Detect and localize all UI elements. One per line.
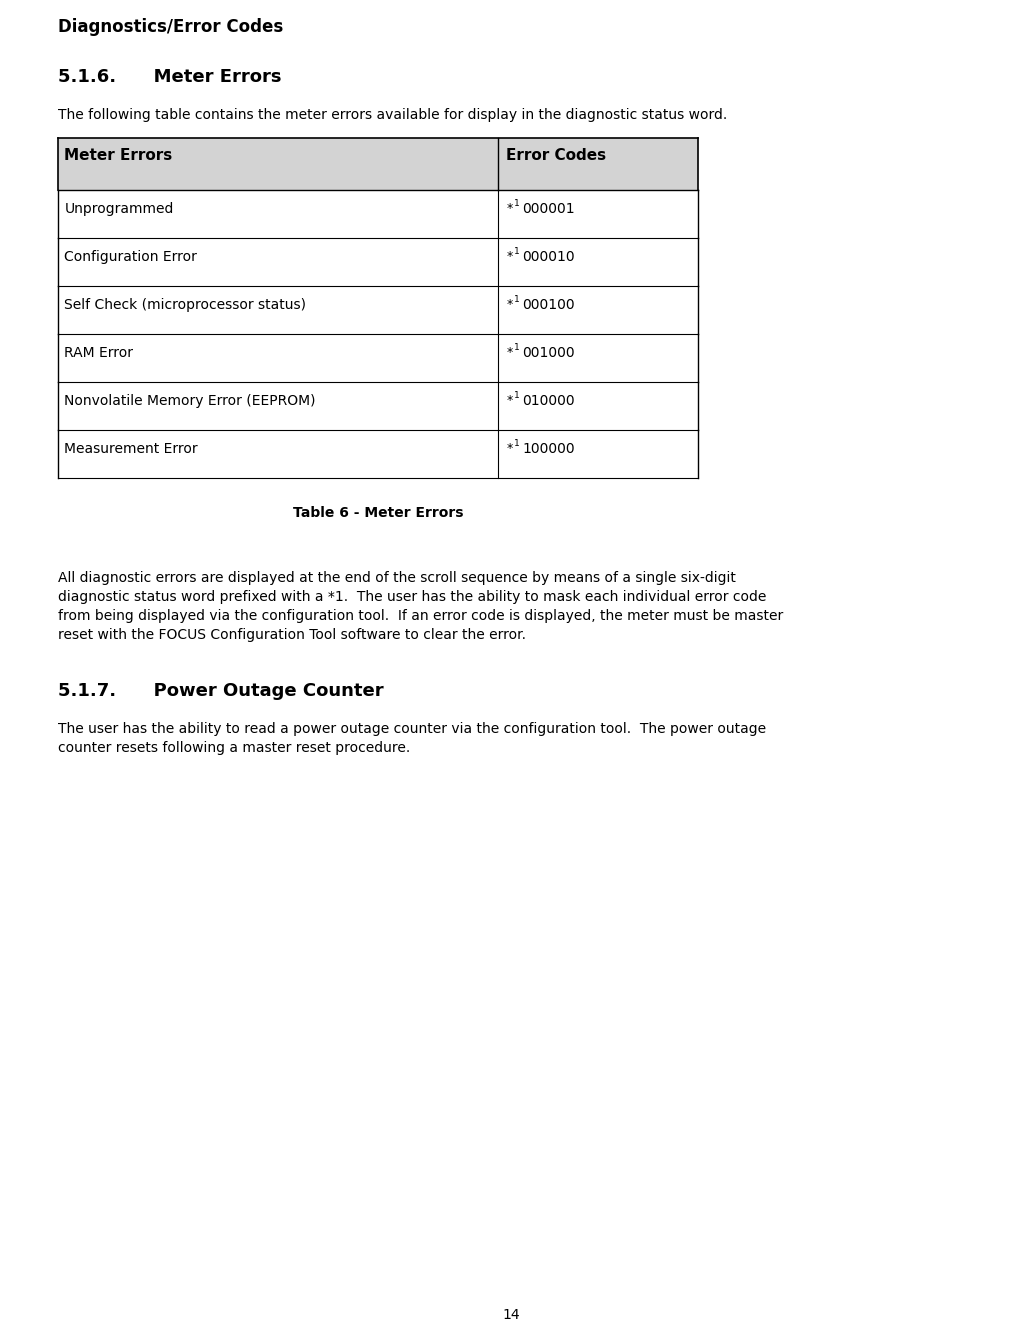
Text: Self Check (microprocessor status): Self Check (microprocessor status) [64,297,306,312]
Text: 14: 14 [502,1308,521,1321]
Text: *: * [506,347,513,359]
Text: Table 6 - Meter Errors: Table 6 - Meter Errors [293,506,463,521]
Text: All diagnostic errors are displayed at the end of the scroll sequence by means o: All diagnostic errors are displayed at t… [58,571,737,586]
Text: *: * [506,297,513,311]
Text: reset with the FOCUS Configuration Tool software to clear the error.: reset with the FOCUS Configuration Tool … [58,628,526,641]
Text: diagnostic status word prefixed with a *1.  The user has the ability to mask eac: diagnostic status word prefixed with a *… [58,590,766,604]
Text: The user has the ability to read a power outage counter via the configuration to: The user has the ability to read a power… [58,722,766,736]
Text: from being displayed via the configuration tool.  If an error code is displayed,: from being displayed via the configurati… [58,610,784,623]
Text: 1: 1 [515,390,520,400]
Text: Configuration Error: Configuration Error [64,250,197,264]
Text: 001000: 001000 [522,347,575,360]
Text: *: * [506,250,513,263]
Text: Measurement Error: Measurement Error [64,442,197,456]
Text: 5.1.7.      Power Outage Counter: 5.1.7. Power Outage Counter [58,683,384,700]
Text: Diagnostics/Error Codes: Diagnostics/Error Codes [58,19,283,36]
Text: Error Codes: Error Codes [506,147,607,163]
Text: RAM Error: RAM Error [64,347,133,360]
Text: counter resets following a master reset procedure.: counter resets following a master reset … [58,741,410,756]
Text: 1: 1 [515,440,520,448]
Text: 010000: 010000 [522,394,575,408]
Text: The following table contains the meter errors available for display in the diagn: The following table contains the meter e… [58,108,727,122]
Text: *: * [506,202,513,215]
Text: 1: 1 [515,295,520,304]
Text: *: * [506,442,513,456]
Text: 100000: 100000 [522,442,575,456]
Text: 1: 1 [515,199,520,208]
Text: 1: 1 [515,343,520,352]
Text: 1: 1 [515,247,520,256]
Text: 000001: 000001 [522,202,575,216]
Text: *: * [506,394,513,406]
Text: 000100: 000100 [522,297,575,312]
Text: Meter Errors: Meter Errors [64,147,173,163]
Text: Nonvolatile Memory Error (EEPROM): Nonvolatile Memory Error (EEPROM) [64,394,316,408]
Text: 5.1.6.      Meter Errors: 5.1.6. Meter Errors [58,68,281,86]
Text: 000010: 000010 [522,250,575,264]
Text: Unprogrammed: Unprogrammed [64,202,174,216]
Bar [58,138,698,190]
